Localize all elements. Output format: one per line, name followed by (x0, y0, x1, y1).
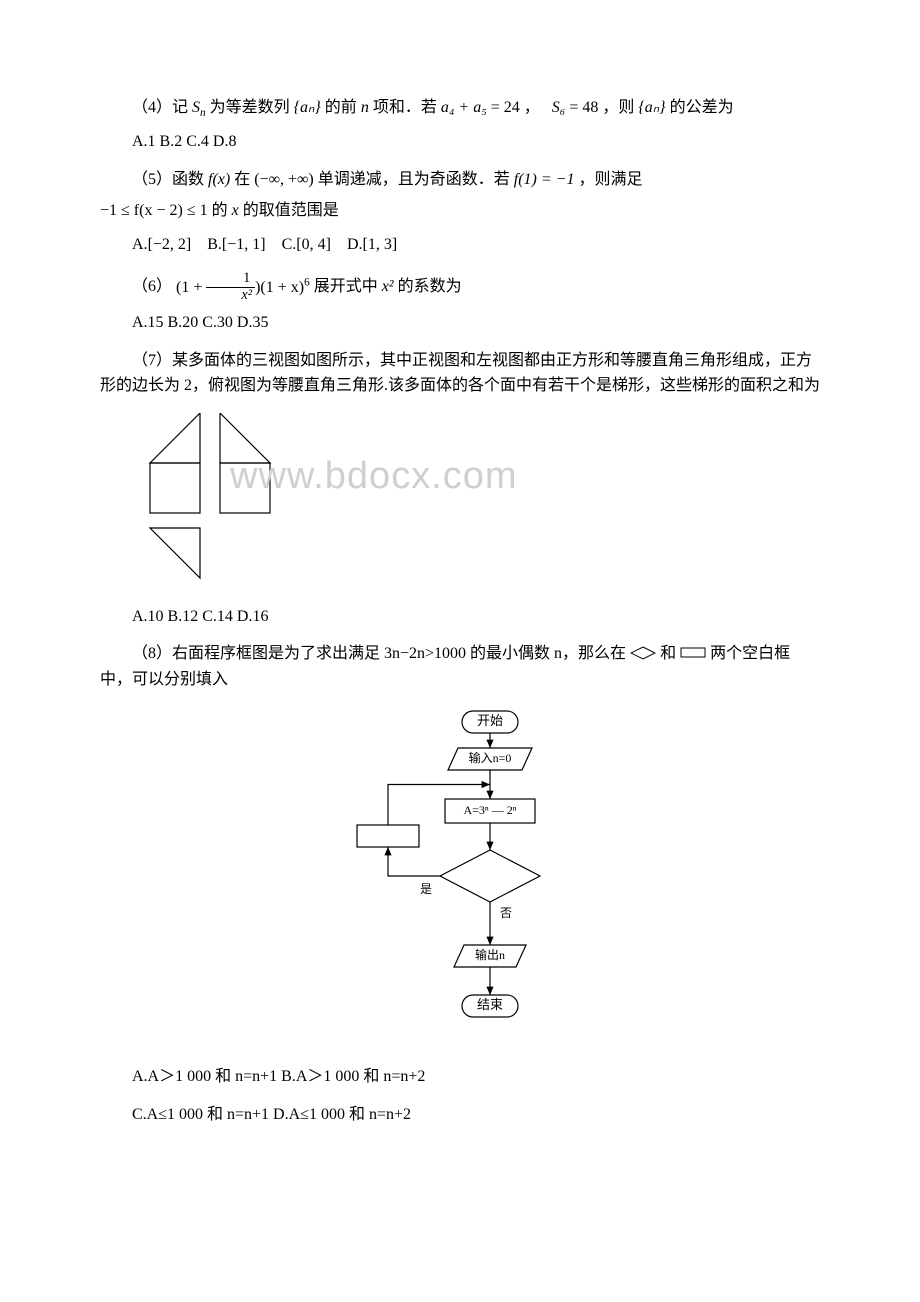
svg-text:结束: 结束 (477, 997, 503, 1012)
q8-para-mid: 和 (660, 645, 676, 662)
q7-stem: （7）某多面体的三视图如图所示，其中正视图和左视图都由正方形和等腰直角三角形组成… (100, 348, 820, 399)
q4-n: n (361, 99, 369, 116)
q4-eq2-rhs: = 48 (569, 99, 598, 116)
q5-text-d: ，则满足 (578, 171, 642, 188)
q5-interval: (−∞, +∞) (254, 171, 314, 188)
q4-eq2-lhs: S₆ (552, 99, 566, 116)
rect-icon (680, 647, 706, 659)
q6-lead: （6） (132, 279, 172, 296)
q4-eq1-rhs: = 24 (491, 99, 520, 116)
q4-text-e: ， (524, 99, 540, 116)
q8-para-lead: （8）右面程序框图是为了求出满足 3n−2n>1000 的最小偶数 n，那么在 (132, 645, 626, 662)
q8-options-line1: A.A＞1 000 和 n=n+1 B.A＞1 000 和 n=n+2 (100, 1064, 820, 1090)
q5-optC-label: C. (282, 236, 297, 253)
q4-seq: {aₙ} (294, 99, 321, 116)
q5-optA-label: A. (132, 236, 148, 253)
q5-f1: f(1) = −1 (514, 171, 575, 188)
q4-text-g: 的公差为 (670, 99, 734, 116)
q5-optD-label: D. (347, 236, 363, 253)
three-view-diagram (140, 413, 320, 583)
svg-text:是: 是 (420, 882, 432, 896)
q6-options: A.15 B.20 C.30 D.35 (100, 310, 820, 336)
q5-text-b: 在 (234, 171, 250, 188)
q5-text-c: 单调递减，且为奇函数．若 (318, 171, 510, 188)
q6-tail-a: 展开式中 (314, 279, 378, 296)
q5-text-a: （5）函数 (132, 171, 208, 188)
q4-stem: （4）记 Sn 为等差数列 {aₙ} 的前 n 项和．若 a₄ + a₅ = 2… (100, 95, 820, 123)
q4-text-a: （4）记 (132, 99, 188, 116)
q5-stem-line2: −1 ≤ f(x − 2) ≤ 1 的 x 的取值范围是 (100, 198, 820, 224)
q4-text-d: 项和．若 (373, 99, 437, 116)
svg-text:输出n: 输出n (475, 947, 505, 962)
q5-stem-line1: （5）函数 f(x) 在 (−∞, +∞) 单调递减，且为奇函数．若 f(1) … (100, 167, 820, 193)
q6-x2: x² (382, 279, 394, 296)
q5-optA: [−2, 2] (148, 236, 192, 253)
q8-options-line2: C.A≤1 000 和 n=n+1 D.A≤1 000 和 n=n+2 (100, 1102, 820, 1128)
q6-expr: (1 + 1x²)(1 + x)6 (176, 279, 314, 296)
q5-text-f: 的取值范围是 (243, 202, 339, 219)
q5-fx: f(x) (208, 171, 230, 188)
q4-Sn: Sn (192, 99, 206, 116)
q4-text-c: 的前 (325, 99, 357, 116)
q4-eq1-lhs: a₄ + a₅ (441, 99, 487, 116)
q6-tail-b: 的系数为 (398, 279, 462, 296)
svg-text:输入n=0: 输入n=0 (469, 750, 512, 765)
q6-stem: （6） (1 + 1x²)(1 + x)6 展开式中 x² 的系数为 (100, 271, 820, 304)
q5-ineq: −1 ≤ f(x − 2) ≤ 1 (100, 202, 208, 219)
q6-frac: 1x² (206, 271, 255, 304)
q5-text-e: 的 (212, 202, 228, 219)
svg-text:否: 否 (500, 906, 512, 920)
q5-optB: [−1, 1] (222, 236, 266, 253)
q4-seq2: {aₙ} (638, 99, 665, 116)
q5-optB-label: B. (207, 236, 222, 253)
q4-text-b: 为等差数列 (210, 99, 290, 116)
question-7: （7）某多面体的三视图如图所示，其中正视图和左视图都由正方形和等腰直角三角形组成… (100, 348, 820, 629)
flowchart-diagram: 开始输入n=0 A=3ⁿ — 2ⁿ 输出n 结束 否 是 (340, 706, 580, 1046)
q5-optC: [0, 4] (296, 236, 331, 253)
q8-stem: （8）右面程序框图是为了求出满足 3n−2n>1000 的最小偶数 n，那么在 … (100, 641, 820, 692)
svg-text:A=3ⁿ — 2ⁿ: A=3ⁿ — 2ⁿ (464, 803, 517, 817)
q4-text-f: ，则 (602, 99, 634, 116)
question-5: （5）函数 f(x) 在 (−∞, +∞) 单调递减，且为奇函数．若 f(1) … (100, 167, 820, 258)
question-4: （4）记 Sn 为等差数列 {aₙ} 的前 n 项和．若 a₄ + a₅ = 2… (100, 95, 820, 155)
q5-options: A.[−2, 2] B.[−1, 1] C.[0, 4] D.[1, 3] (100, 232, 820, 258)
diamond-icon (630, 646, 656, 660)
question-6: （6） (1 + 1x²)(1 + x)6 展开式中 x² 的系数为 A.15 … (100, 271, 820, 335)
q4-options: A.1 B.2 C.4 D.8 (100, 129, 820, 155)
q5-x: x (232, 202, 239, 219)
q5-optD: [1, 3] (363, 236, 398, 253)
q7-options: A.10 B.12 C.14 D.16 (100, 604, 820, 630)
question-8: （8）右面程序框图是为了求出满足 3n−2n>1000 的最小偶数 n，那么在 … (100, 641, 820, 1127)
svg-text:开始: 开始 (477, 713, 503, 728)
